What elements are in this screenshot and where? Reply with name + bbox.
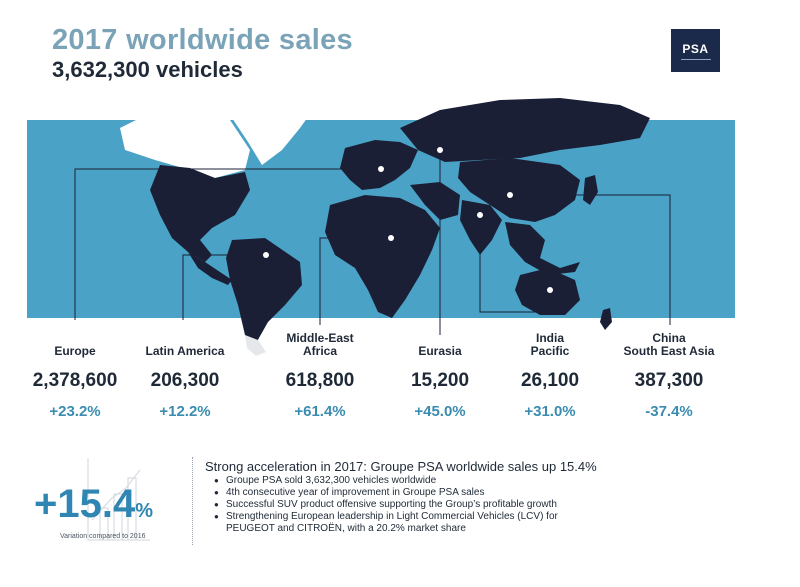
africa-shape	[325, 195, 440, 318]
new-zealand-shape	[600, 308, 612, 330]
region-sales: 618,800	[285, 370, 355, 391]
region-india-pacific: India Pacific 26,100 +31.0%	[495, 330, 605, 421]
region-sales: 387,300	[634, 370, 704, 391]
region-eurasia: Eurasia 15,200 +45.0%	[385, 330, 495, 421]
europe-pointer-line	[74, 168, 381, 320]
logo-underline	[680, 59, 711, 60]
region-china-south-east-asia: China South East Asia 387,300 -37.4%	[614, 330, 724, 421]
region-name: Middle-East Africa	[286, 331, 354, 358]
logo-text: PSA	[682, 42, 709, 56]
latin-america-pointer-line	[182, 254, 266, 320]
region-pointer-lines	[74, 150, 671, 335]
region-variation: +31.0%	[524, 403, 576, 420]
india-shape	[460, 200, 502, 255]
central-america-shape	[188, 252, 232, 285]
region-sales: 26,100	[520, 370, 580, 391]
region-markers	[263, 147, 553, 293]
canada-north-shape	[120, 100, 250, 178]
region-name: India Pacific	[530, 331, 570, 358]
summary-bullets: Groupe PSA sold 3,632,300 vehicles world…	[214, 475, 674, 535]
mea-pointer-line	[319, 237, 391, 325]
north-america-shape	[150, 165, 250, 262]
india-pacific-pointer-line	[479, 215, 550, 313]
middle-east-shape	[410, 182, 460, 220]
region-sales: 206,300	[150, 370, 220, 391]
eurasia-shape	[400, 98, 650, 162]
region-sales: 2,378,600	[32, 370, 118, 391]
summary-divider	[192, 457, 194, 545]
china-marker	[507, 192, 513, 198]
greenland-shape	[225, 88, 320, 165]
summary-bullet-continuation: PEUGEOT and CITROËN, with a 20.2% market…	[226, 523, 466, 534]
summary-bullet: 4th consecutive year of improvement in G…	[214, 487, 674, 499]
overall-variation-caption: Variation compared to 2016	[60, 533, 146, 540]
region-name: China South East Asia	[623, 331, 715, 358]
region-middle-east-africa: Middle-East Africa 618,800 +61.4%	[265, 330, 375, 421]
europe-shape	[340, 140, 418, 190]
summary-bullet: Successful SUV product offensive support…	[214, 499, 674, 511]
region-variation: -37.4%	[645, 403, 693, 420]
region-europe: Europe 2,378,600 +23.2%	[20, 330, 130, 421]
watermark-trend-arrow	[91, 469, 141, 521]
region-name: Europe	[54, 344, 96, 358]
south-america-shape	[226, 238, 302, 345]
summary-headline: Strong acceleration in 2017: Groupe PSA …	[205, 459, 597, 474]
europe-marker	[378, 166, 384, 172]
japan-shape	[583, 175, 598, 205]
region-latin-america: Latin America 206,300 +12.2%	[130, 330, 240, 421]
overall-variation-value: +15.4	[34, 482, 136, 526]
mea-marker	[388, 235, 394, 241]
region-variation: +61.4%	[294, 403, 346, 420]
region-sales: 15,200	[410, 370, 470, 391]
region-name: Eurasia	[418, 344, 462, 358]
summary-bullet: Groupe PSA sold 3,632,300 vehicles world…	[214, 475, 674, 487]
australia-marker	[547, 287, 553, 293]
summary-bullet: Strengthening European leadership in Lig…	[214, 511, 674, 523]
growth-chart-watermark	[87, 458, 150, 541]
india-pacific-marker	[477, 212, 483, 218]
watermark-bar-1	[99, 507, 109, 541]
watermark-bar-3	[127, 477, 137, 541]
region-variation: +23.2%	[49, 403, 101, 420]
psa-logo: PSA	[671, 29, 720, 72]
region-name: Latin America	[145, 344, 225, 358]
south-tip-shape	[245, 335, 266, 356]
overall-variation: +15.4%	[34, 482, 153, 527]
page-title: 2017 worldwide sales	[52, 24, 353, 56]
china-asia-shape	[458, 158, 580, 222]
eurasia-marker	[437, 147, 443, 153]
page-subtitle: 3,632,300 vehicles	[52, 57, 243, 82]
china-pointer-line	[510, 194, 671, 325]
region-variation: +12.2%	[159, 403, 211, 420]
region-variation: +45.0%	[414, 403, 466, 420]
southeast-asia-shape	[505, 222, 580, 275]
latin-america-marker	[263, 252, 269, 258]
overall-variation-unit: %	[135, 500, 154, 522]
